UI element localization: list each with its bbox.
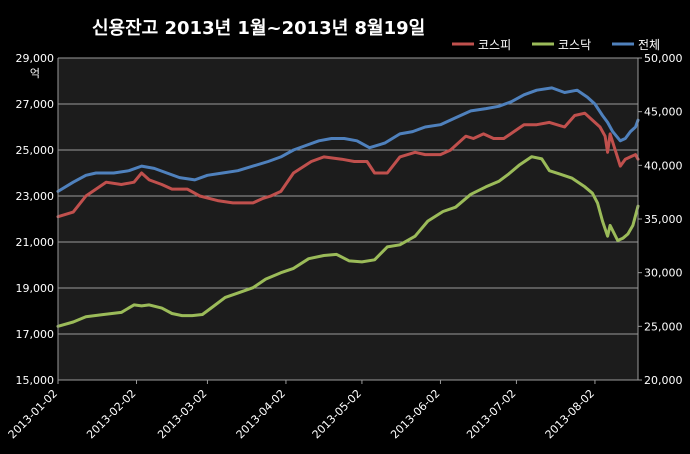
y-left-tick-label: 27,000 [16,98,55,111]
y-right-tick-label: 20,000 [644,374,683,387]
y-right-tick-label: 50,000 [644,52,683,65]
y-right-tick-label: 45,000 [644,106,683,119]
y-right-tick-label: 35,000 [644,213,683,226]
series-line-전체 [56,86,640,193]
y-right-tick-label: 30,000 [644,267,683,280]
y-left-tick-label: 19,000 [16,282,55,295]
y-left-tick-label: 21,000 [16,236,55,249]
legend: 코스피 코스닥 전체 [452,38,660,52]
series-lines [56,86,640,328]
legend-label: 코스피 [478,38,511,52]
legend-label: 전체 [638,38,660,52]
series-line-코스피 [56,111,640,219]
y-right-tick-label: 25,000 [644,320,683,333]
series-line-코스닥 [56,155,640,328]
plot-area [58,58,638,380]
legend-label: 코스닥 [558,38,591,52]
y-left-unit-label: 억 [30,67,40,80]
y-left-tick-label: 23,000 [16,190,55,203]
y-left-tick-label: 15,000 [16,374,55,387]
chart-title: 신용잔고 2013년 1월~2013년 8월19일 [92,18,425,39]
y-left-tick-label: 25,000 [16,144,55,157]
y-left-tick-label: 29,000 [16,52,55,65]
y-right-tick-label: 40,000 [644,159,683,172]
y-left-tick-label: 17,000 [16,328,55,341]
